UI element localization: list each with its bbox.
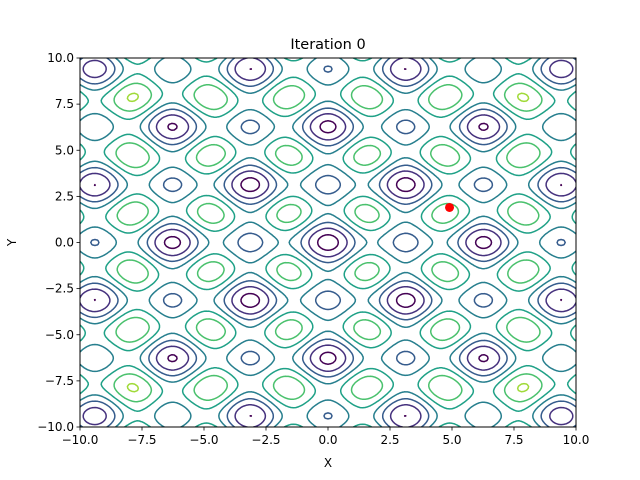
x-axis-label: X — [324, 456, 332, 470]
x-axis: −10.0 −7.5 −5.0 −2.5 0.0 2.5 5.0 7.5 10.0 — [62, 427, 590, 447]
y-tick-label: 2.5 — [55, 189, 74, 203]
y-tick-label: 7.5 — [55, 97, 74, 111]
y-axis: −10.0 −7.5 −5.0 −2.5 0.0 2.5 5.0 7.5 10.0 — [37, 51, 80, 434]
x-tick-label: 5.0 — [442, 433, 461, 447]
y-tick-label: 0.0 — [55, 236, 74, 250]
y-tick-label: 10.0 — [47, 51, 74, 65]
x-tick-label: 0.0 — [318, 433, 337, 447]
x-tick-label: 10.0 — [563, 433, 590, 447]
y-axis-label: Y — [5, 238, 19, 247]
x-tick-label: −2.5 — [251, 433, 280, 447]
contour-level-6 — [113, 82, 543, 403]
x-tick-label: 2.5 — [380, 433, 399, 447]
x-tick-label: 7.5 — [504, 433, 523, 447]
contour-level-3 — [80, 58, 576, 427]
chart-title: Iteration 0 — [290, 37, 365, 53]
y-tick-label: −10.0 — [37, 420, 74, 434]
y-tick-label: −2.5 — [45, 282, 74, 296]
x-tick-label: −7.5 — [127, 433, 156, 447]
contour-level-5 — [80, 58, 576, 427]
contour-lines — [80, 58, 576, 427]
points-layer — [445, 202, 455, 212]
contour-level-4 — [80, 58, 576, 427]
contour-level-2 — [80, 58, 576, 427]
y-tick-label: −7.5 — [45, 374, 74, 388]
contour-level-1 — [93, 68, 563, 417]
current-point — [445, 202, 455, 212]
x-tick-label: −5.0 — [189, 433, 218, 447]
contour-level-7 — [126, 92, 530, 393]
x-tick-label: −10.0 — [62, 433, 99, 447]
y-tick-label: 5.0 — [55, 143, 74, 157]
y-tick-label: −5.0 — [45, 328, 74, 342]
